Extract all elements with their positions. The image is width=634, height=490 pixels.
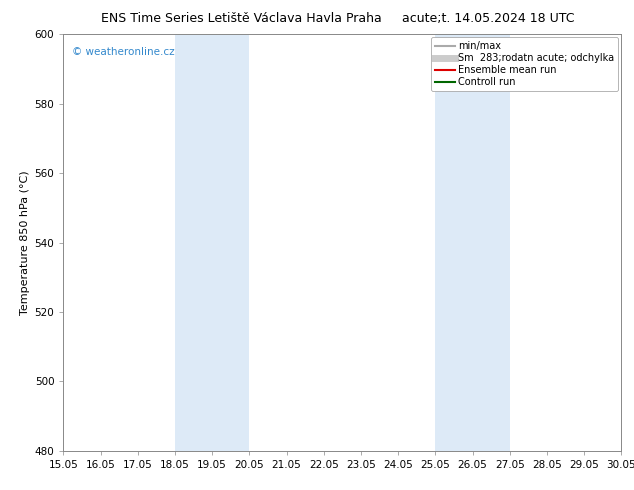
Bar (175, 34, 249, 451)
Bar (436, 34, 510, 451)
Legend: min/max, Sm  283;rodatn acute; odchylka, Ensemble mean run, Controll run: min/max, Sm 283;rodatn acute; odchylka, … (431, 37, 618, 91)
Y-axis label: Temperature 850 hPa (°C): Temperature 850 hPa (°C) (20, 170, 30, 315)
Text: © weatheronline.cz: © weatheronline.cz (72, 47, 174, 57)
Text: acute;t. 14.05.2024 18 UTC: acute;t. 14.05.2024 18 UTC (402, 12, 574, 25)
Text: ENS Time Series Letiště Václava Havla Praha: ENS Time Series Letiště Václava Havla Pr… (101, 12, 381, 25)
